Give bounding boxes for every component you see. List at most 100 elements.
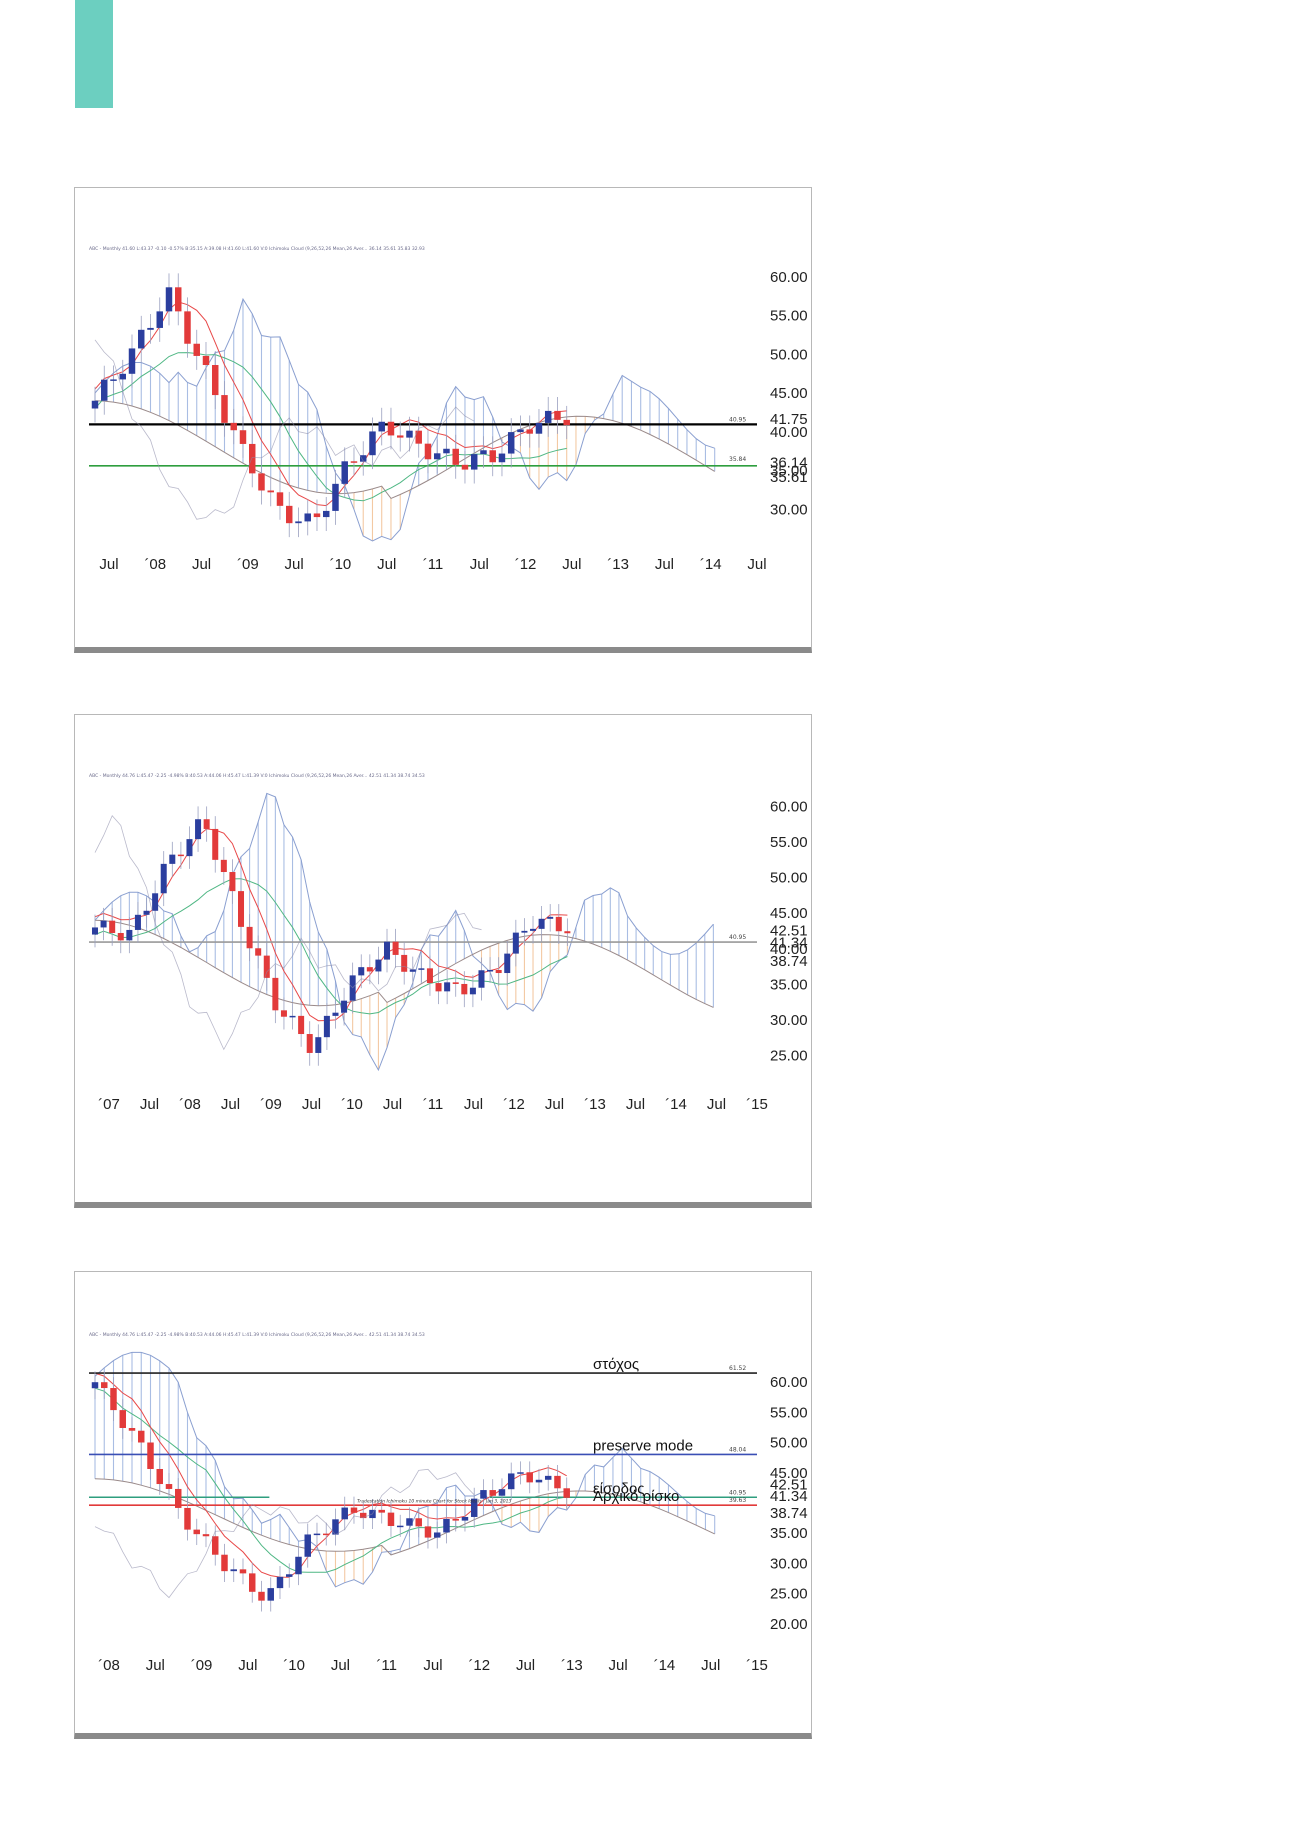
- candle-body: [544, 410, 552, 423]
- candle-body: [452, 982, 459, 984]
- x-tick-label: Jul: [545, 1096, 564, 1113]
- candle-body: [375, 959, 382, 972]
- candle-body: [119, 1410, 126, 1428]
- candle-body: [461, 464, 469, 470]
- candle-body: [535, 422, 543, 434]
- candle-body: [489, 450, 496, 463]
- x-tick-label: Jul: [701, 1657, 720, 1674]
- x-tick-label: ´11: [376, 1657, 397, 1674]
- candle-body: [229, 872, 236, 892]
- candle-body: [384, 941, 391, 960]
- y-tick-label: 60.00: [770, 799, 808, 816]
- level-annotation: preserve mode: [593, 1437, 693, 1454]
- candle-body: [507, 1473, 515, 1490]
- candle-body: [554, 1475, 561, 1489]
- x-tick-label: ´10: [341, 1096, 363, 1113]
- candle-body: [433, 453, 441, 460]
- candle-body: [193, 1529, 200, 1535]
- candle-body: [239, 1569, 247, 1574]
- legend-header: ABC - Monthly 44.76 L:45.47 -2.25 -4.98%…: [89, 1332, 425, 1338]
- candle-body: [289, 1015, 296, 1018]
- price-label: 38.74: [770, 1505, 808, 1522]
- x-tick-label: Jul: [146, 1657, 165, 1674]
- candle-body: [452, 1518, 459, 1521]
- candle-body: [147, 1442, 154, 1469]
- candle-body: [538, 918, 545, 929]
- candle-body: [128, 348, 136, 374]
- candle-body: [332, 1012, 339, 1016]
- candle-body: [138, 329, 145, 349]
- candle-body: [246, 926, 253, 949]
- candle-body: [248, 443, 256, 474]
- x-tick-label: Jul: [626, 1096, 645, 1113]
- candle-body: [378, 421, 385, 432]
- x-tick-label: ´15: [746, 1657, 768, 1674]
- y-tick-label: 60.00: [770, 1374, 808, 1391]
- chikou-span-line: [94, 339, 475, 520]
- chart-panel-1: ABC - Monthly 41.60 L:43.37 -0.10 -0.57%…: [74, 187, 812, 653]
- candle-body: [280, 1010, 287, 1017]
- legend-header: ABC - Monthly 44.76 L:45.47 -2.25 -4.98%…: [89, 773, 425, 779]
- candle-body: [396, 1525, 404, 1528]
- candle-body: [406, 1518, 413, 1526]
- candle-body: [424, 443, 432, 460]
- x-tick-label: Jul: [99, 556, 118, 573]
- candle-body: [110, 379, 117, 381]
- candle-body: [169, 854, 176, 864]
- y-tick-label: 45.00: [770, 385, 808, 402]
- candle-body: [426, 968, 433, 984]
- candle-body: [461, 1516, 469, 1521]
- candle-body: [535, 1479, 543, 1483]
- x-tick-label: Jul: [516, 1657, 535, 1674]
- x-tick-label: ´14: [700, 556, 722, 573]
- candle-body: [220, 859, 227, 873]
- candle-body: [350, 461, 358, 463]
- candle-body: [304, 1534, 311, 1557]
- candle-body: [443, 448, 450, 454]
- price-label: 38.74: [770, 953, 808, 970]
- candle-body: [100, 920, 107, 928]
- candle-body: [366, 967, 373, 972]
- candle-body: [212, 1536, 219, 1555]
- senkou-span-b: [94, 1478, 715, 1556]
- candle-body: [507, 432, 515, 454]
- y-tick-label: 55.00: [770, 1404, 808, 1421]
- y-tick-label: 30.00: [770, 501, 808, 518]
- x-tick-label: ´09: [237, 556, 259, 573]
- x-tick-label: ´12: [468, 1657, 490, 1674]
- candle-body: [387, 1512, 395, 1527]
- candle-body: [359, 455, 367, 462]
- candle-body: [184, 1507, 191, 1530]
- candle-body: [212, 828, 219, 860]
- candle-body: [110, 1388, 117, 1411]
- candle-body: [152, 893, 159, 911]
- x-tick-label: Jul: [192, 556, 211, 573]
- candle-body: [517, 1472, 524, 1474]
- ichimoku-chart-1: ABC - Monthly 41.60 L:43.37 -0.10 -0.57%…: [89, 246, 808, 573]
- candle-body: [544, 1475, 552, 1480]
- x-tick-label: ´14: [654, 1657, 676, 1674]
- candle-body: [504, 953, 511, 974]
- candle-body: [444, 982, 451, 992]
- candle-body: [358, 967, 365, 976]
- candle-body: [480, 1490, 487, 1499]
- candle-body: [555, 916, 562, 932]
- candle-body: [147, 327, 154, 330]
- level-annotation: Αρχικό ρίσκο: [593, 1488, 679, 1505]
- line-value-tag: 40.95: [729, 1489, 746, 1496]
- candle-body: [117, 932, 124, 941]
- candle-body: [554, 410, 561, 420]
- y-tick-label: 45.00: [770, 905, 808, 922]
- line-value-tag: 35.84: [729, 456, 746, 463]
- line-value-tag: 40.95: [729, 416, 746, 423]
- candle-body: [237, 891, 245, 927]
- candle-body: [298, 1015, 305, 1035]
- candle-body: [387, 421, 395, 436]
- candle-body: [143, 910, 150, 915]
- candle-body: [341, 1000, 348, 1013]
- y-tick-label: 50.00: [770, 870, 808, 887]
- chart-panel-3: ABC - Monthly 44.76 L:45.47 -2.25 -4.98%…: [74, 1271, 812, 1739]
- chart-panel-2: ABC - Monthly 44.76 L:45.47 -2.25 -4.98%…: [74, 714, 812, 1208]
- price-label: 42.51: [770, 923, 808, 940]
- tenkan-sen-line: [94, 828, 568, 1022]
